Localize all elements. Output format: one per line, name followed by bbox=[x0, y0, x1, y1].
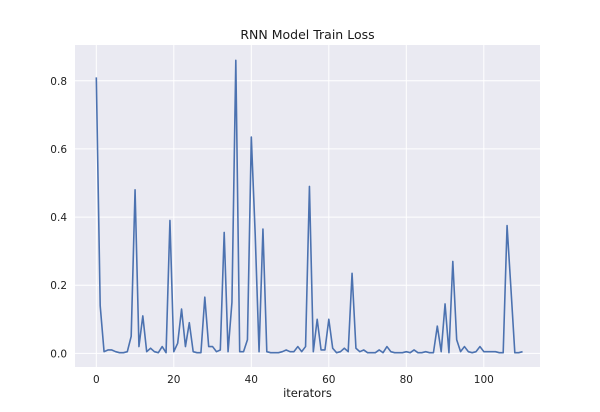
x-axis-ticks: 0 20 40 60 80 100 bbox=[93, 374, 494, 386]
y-tick-label: 0.8 bbox=[50, 76, 67, 88]
x-tick-label: 80 bbox=[400, 374, 413, 386]
x-tick-label: 0 bbox=[93, 374, 100, 386]
x-tick-label: 100 bbox=[474, 374, 494, 386]
x-tick-label: 60 bbox=[322, 374, 335, 386]
y-tick-label: 0.4 bbox=[50, 212, 67, 224]
loss-series-line bbox=[95, 59, 523, 354]
chart-title: RNN Model Train Loss bbox=[240, 27, 374, 42]
plot-area bbox=[75, 45, 540, 367]
y-axis-ticks: 0.0 0.2 0.4 0.6 0.8 bbox=[50, 76, 67, 361]
x-tick-label: 40 bbox=[245, 374, 258, 386]
x-tick-label: 20 bbox=[167, 374, 180, 386]
y-tick-label: 0.2 bbox=[50, 280, 67, 292]
grid-lines bbox=[75, 45, 540, 367]
x-axis-label: iterators bbox=[283, 386, 332, 400]
y-tick-label: 0.0 bbox=[50, 348, 67, 360]
y-tick-label: 0.6 bbox=[50, 144, 67, 156]
